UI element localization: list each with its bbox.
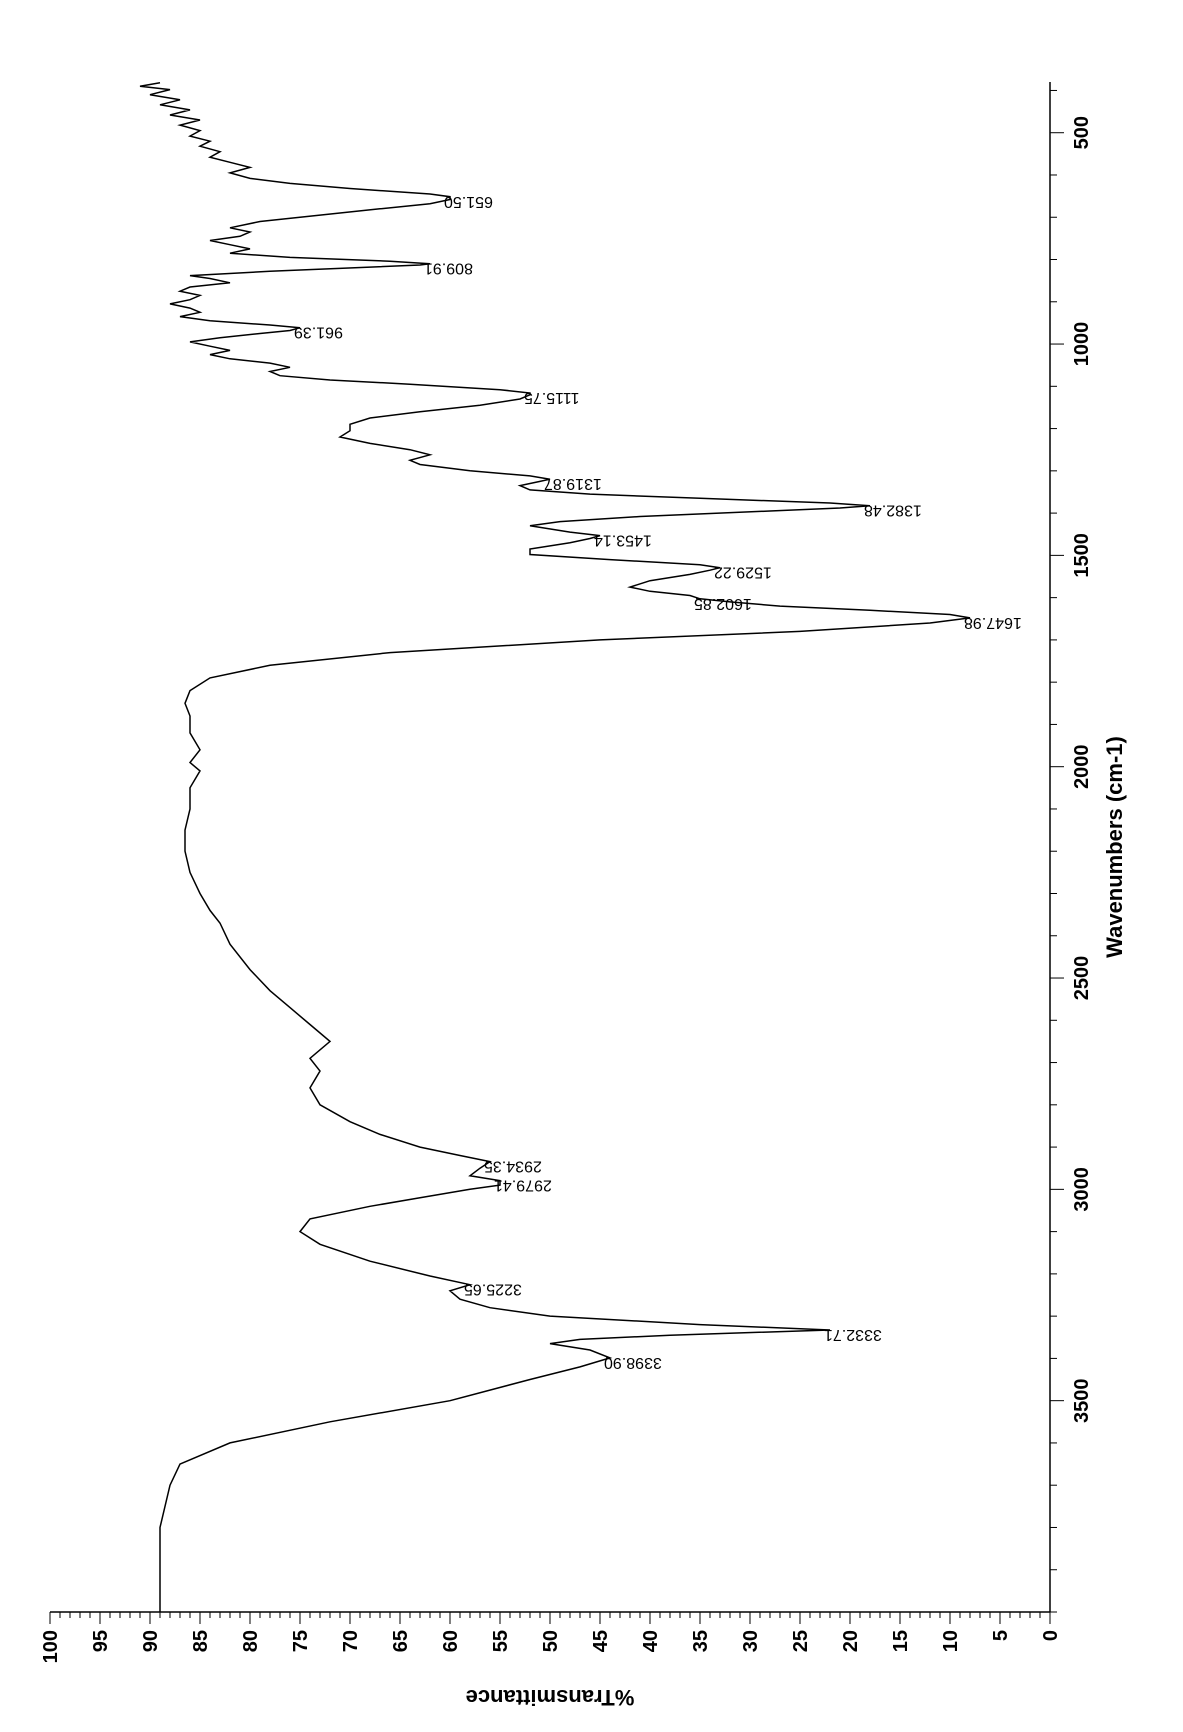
peak-label: 1453.14: [594, 532, 652, 549]
peak-label: 1647.98: [964, 614, 1022, 631]
peak-label: 2979.41: [494, 1177, 552, 1194]
x-tick-label: 3000: [1071, 1167, 1093, 1212]
y-tick-label: 40: [640, 1630, 662, 1652]
y-tick-label: 85: [190, 1630, 212, 1652]
x-tick-label: 2500: [1071, 956, 1093, 1001]
y-tick-label: 0: [1040, 1630, 1062, 1641]
peak-label: 3225.65: [464, 1281, 522, 1298]
x-tick-label: 500: [1071, 116, 1093, 149]
x-tick-label: 2000: [1071, 744, 1093, 789]
y-tick-label: 35: [690, 1630, 712, 1652]
peak-label: 1529.22: [714, 564, 772, 581]
peak-label: 1115.75: [524, 389, 580, 406]
peak-label: 1602.85: [694, 595, 752, 612]
y-tick-label: 10: [940, 1630, 962, 1652]
peak-label: 1319.87: [544, 475, 602, 492]
y-tick-label: 15: [890, 1630, 912, 1652]
peak-label: 809.91: [424, 260, 473, 277]
y-tick-label: 70: [340, 1630, 362, 1652]
peak-label: 651.50: [444, 193, 493, 210]
y-tick-label: 25: [790, 1630, 812, 1652]
y-tick-label: 60: [440, 1630, 462, 1652]
y-tick-label: 45: [590, 1630, 612, 1652]
peak-label: 3332.71: [824, 1326, 882, 1343]
y-tick-label: 20: [840, 1630, 862, 1652]
y-tick-label: 95: [90, 1630, 112, 1652]
y-tick-label: 75: [290, 1630, 312, 1652]
y-tick-label: 90: [140, 1630, 162, 1652]
peak-label: 1382.48: [864, 502, 922, 519]
y-axis-label: %Transmittance: [466, 1685, 635, 1710]
ir-spectrum-chart: 0 5 10 15 20 25 30 35 40 45 50 55 60 65 70 75 80 85 90 95 10…: [0, 0, 1183, 1732]
x-tick-label: 3500: [1071, 1378, 1093, 1423]
peak-label: 961.39: [294, 324, 343, 341]
y-tick-label: 55: [490, 1630, 512, 1652]
peak-label: 3398.90: [604, 1354, 662, 1371]
y-tick-label: 100: [40, 1630, 62, 1663]
x-tick-label: 1000: [1071, 322, 1093, 367]
y-tick-label: 80: [240, 1630, 262, 1652]
x-axis-label: Wavenumbers (cm-1): [1102, 736, 1127, 958]
y-tick-label: 50: [540, 1630, 562, 1652]
y-tick-label: 30: [740, 1630, 762, 1652]
y-tick-label: 65: [390, 1630, 412, 1652]
peak-label: 2934.35: [484, 1158, 542, 1175]
y-tick-label: 5: [990, 1630, 1012, 1641]
x-tick-label: 1500: [1071, 533, 1093, 578]
